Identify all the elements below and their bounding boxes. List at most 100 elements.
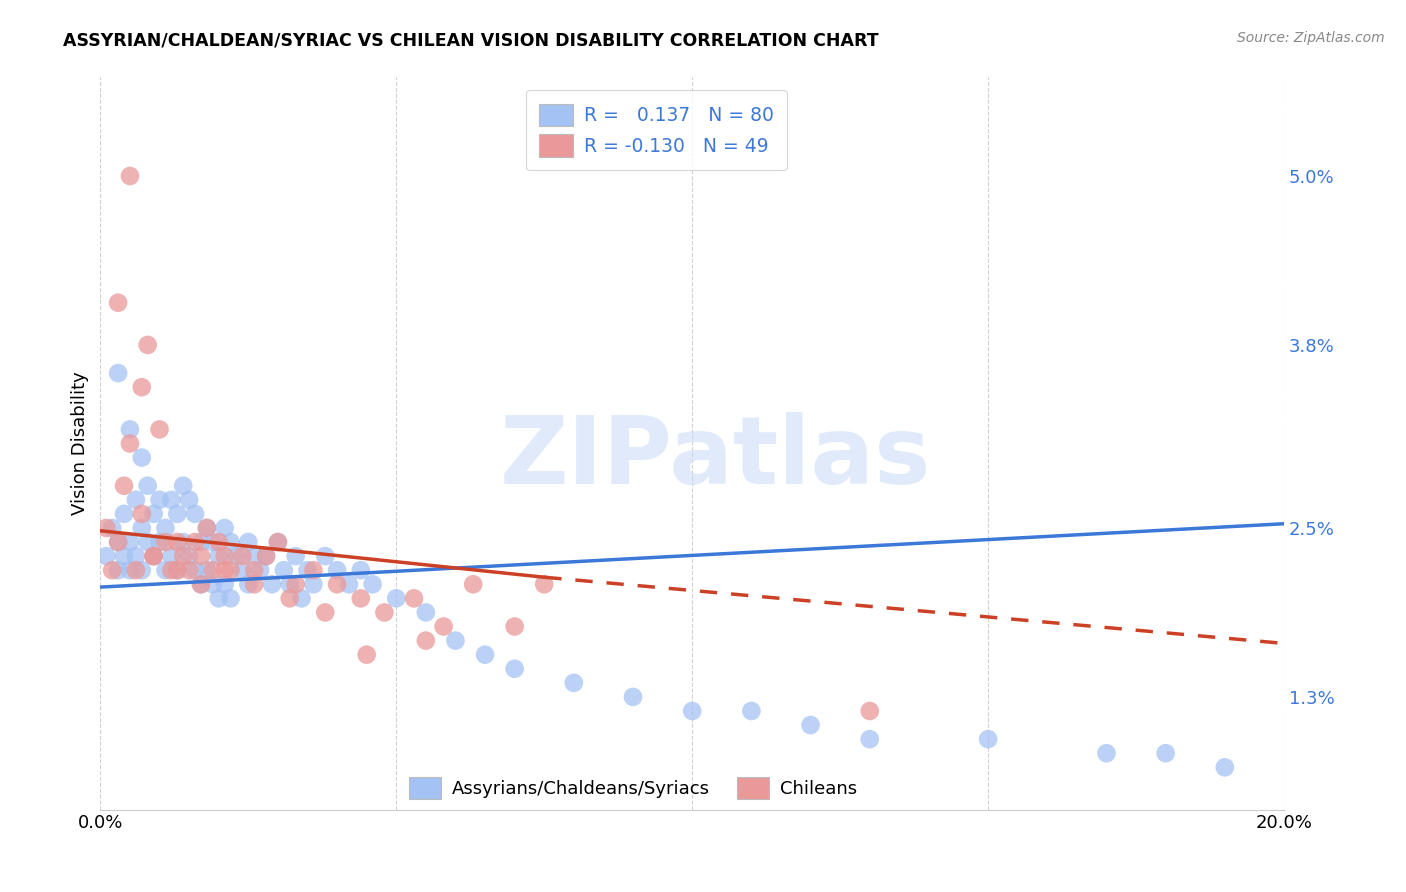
Point	[131, 563, 153, 577]
Point	[350, 591, 373, 606]
Point	[219, 563, 242, 577]
Point	[160, 492, 183, 507]
Point	[799, 718, 821, 732]
Point	[142, 507, 165, 521]
Point	[290, 591, 312, 606]
Point	[148, 535, 170, 549]
Point	[190, 535, 212, 549]
Point	[243, 577, 266, 591]
Point	[131, 521, 153, 535]
Point	[219, 535, 242, 549]
Point	[160, 549, 183, 563]
Point	[533, 577, 555, 591]
Point	[254, 549, 277, 563]
Point	[195, 563, 218, 577]
Point	[444, 633, 467, 648]
Point	[160, 563, 183, 577]
Point	[463, 577, 485, 591]
Point	[166, 563, 188, 577]
Point	[131, 380, 153, 394]
Point	[201, 535, 224, 549]
Point	[474, 648, 496, 662]
Point	[231, 563, 253, 577]
Point	[621, 690, 644, 704]
Point	[208, 549, 231, 563]
Point	[101, 521, 124, 535]
Point	[740, 704, 762, 718]
Point	[155, 521, 177, 535]
Point	[859, 704, 882, 718]
Point	[681, 704, 703, 718]
Point	[118, 535, 141, 549]
Point	[107, 366, 129, 380]
Point	[155, 535, 177, 549]
Point	[208, 535, 231, 549]
Text: ASSYRIAN/CHALDEAN/SYRIAC VS CHILEAN VISION DISABILITY CORRELATION CHART: ASSYRIAN/CHALDEAN/SYRIAC VS CHILEAN VISI…	[63, 31, 879, 49]
Point	[503, 662, 526, 676]
Point	[184, 535, 207, 549]
Point	[214, 577, 236, 591]
Point	[225, 549, 247, 563]
Point	[415, 606, 437, 620]
Point	[1095, 746, 1118, 760]
Point	[148, 422, 170, 436]
Point	[238, 577, 260, 591]
Point	[101, 563, 124, 577]
Point	[136, 535, 159, 549]
Point	[172, 535, 194, 549]
Point	[179, 563, 201, 577]
Point	[385, 591, 408, 606]
Point	[214, 521, 236, 535]
Point	[219, 591, 242, 606]
Point	[190, 549, 212, 563]
Point	[107, 535, 129, 549]
Point	[201, 577, 224, 591]
Point	[166, 535, 188, 549]
Point	[562, 676, 585, 690]
Point	[1154, 746, 1177, 760]
Point	[337, 577, 360, 591]
Point	[302, 563, 325, 577]
Point	[96, 549, 118, 563]
Point	[195, 521, 218, 535]
Point	[243, 549, 266, 563]
Point	[278, 577, 301, 591]
Point	[208, 591, 231, 606]
Point	[190, 577, 212, 591]
Point	[201, 563, 224, 577]
Point	[297, 563, 319, 577]
Point	[402, 591, 425, 606]
Point	[373, 606, 395, 620]
Point	[118, 436, 141, 450]
Point	[155, 563, 177, 577]
Point	[142, 549, 165, 563]
Point	[195, 521, 218, 535]
Text: Source: ZipAtlas.com: Source: ZipAtlas.com	[1237, 31, 1385, 45]
Point	[273, 563, 295, 577]
Point	[214, 563, 236, 577]
Point	[107, 295, 129, 310]
Point	[249, 563, 271, 577]
Point	[859, 732, 882, 747]
Point	[284, 549, 307, 563]
Point	[238, 535, 260, 549]
Point	[118, 169, 141, 183]
Point	[361, 577, 384, 591]
Point	[172, 479, 194, 493]
Point	[260, 577, 283, 591]
Point	[190, 577, 212, 591]
Point	[350, 563, 373, 577]
Point	[503, 619, 526, 633]
Point	[179, 492, 201, 507]
Point	[131, 450, 153, 465]
Point	[184, 507, 207, 521]
Point	[172, 549, 194, 563]
Point	[112, 479, 135, 493]
Text: ZIPatlas: ZIPatlas	[501, 412, 932, 504]
Point	[107, 563, 129, 577]
Point	[433, 619, 456, 633]
Point	[125, 549, 148, 563]
Point	[96, 521, 118, 535]
Point	[977, 732, 1000, 747]
Point	[243, 563, 266, 577]
